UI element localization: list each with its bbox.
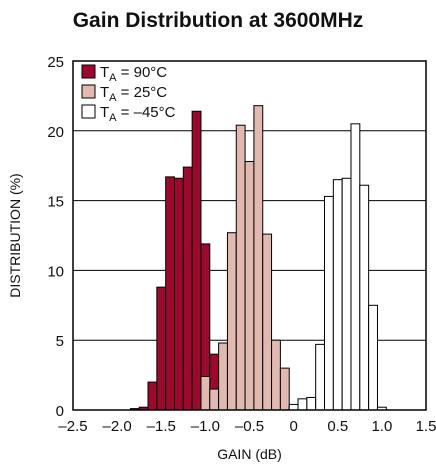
bar-series2-bin9 [271,339,281,411]
bar-series3-bin4 [315,343,326,411]
bar-series3-bin1 [288,403,299,411]
bar-series1-bin3 [147,381,158,411]
y-tick-label-4: 20 [47,124,64,141]
y-tick-label-3: 15 [47,194,64,211]
bar-series1-bin8 [191,110,202,411]
x-tick-label-3: –1.0 [191,418,220,435]
bar-series2-bin4 [226,232,237,411]
legend-swatch-2 [81,84,96,99]
x-tick-label-1: –2.0 [103,418,132,435]
chart-title: Gain Distribution at 3600MHz [72,9,364,32]
y-axis-label: DISTRIBUTION (%) [7,173,23,297]
bar-series3-bin6 [332,179,343,411]
y-tick-label-5: 25 [47,54,64,71]
bar-series2-bin5 [235,124,246,411]
legend-label-3: TA = –45°C [100,104,176,124]
x-tick-label-5: 0 [289,418,297,435]
bar-series3-bin2 [297,398,308,411]
y-tick-label-2: 10 [47,263,64,280]
x-tick-label-0: –2.5 [58,418,87,435]
legend-swatch-1 [81,64,96,79]
x-axis-label: GAIN (dB) [217,446,282,462]
bar-series2-bin2 [209,388,220,411]
x-tick-label-4: –0.5 [235,418,264,435]
bar-series3-bin9 [359,184,370,411]
bar-series3-bin5 [324,195,334,411]
x-tick-label-7: 1.0 [371,418,392,435]
x-tick-label-2: –1.5 [147,418,176,435]
x-tick-label-6: 0.5 [327,418,348,435]
bar-series1-bin5 [165,176,175,411]
legend-label-1: TA = 90°C [100,64,167,84]
bar-series1-bin4 [156,286,167,411]
bar-series3-bin8 [350,123,361,411]
y-tick-label-1: 5 [56,333,64,350]
legend-label-2: TA = 25°C [100,84,167,104]
legend-swatch-3 [81,104,96,119]
plot-frame [72,60,427,411]
bar-series2-bin1 [200,375,211,411]
bar-series2-bin6 [244,161,255,411]
bar-series3-bin7 [341,177,352,411]
legend: TA = 90°CTA = 25°CTA = –45°C [81,64,176,124]
bar-series3-bin10 [368,304,378,411]
bar-series1-bin7 [182,166,193,411]
bar-series2-bin8 [262,233,273,411]
x-tick-label-8: 1.5 [416,418,436,435]
bar-series3-bin3 [306,396,317,411]
bar-series1-bin6 [173,177,184,411]
bar-series2-bin7 [253,105,264,411]
bar-series2-bin10 [279,367,290,411]
bar-series2-bin3 [218,342,228,411]
y-tick-label-0: 0 [56,403,64,420]
